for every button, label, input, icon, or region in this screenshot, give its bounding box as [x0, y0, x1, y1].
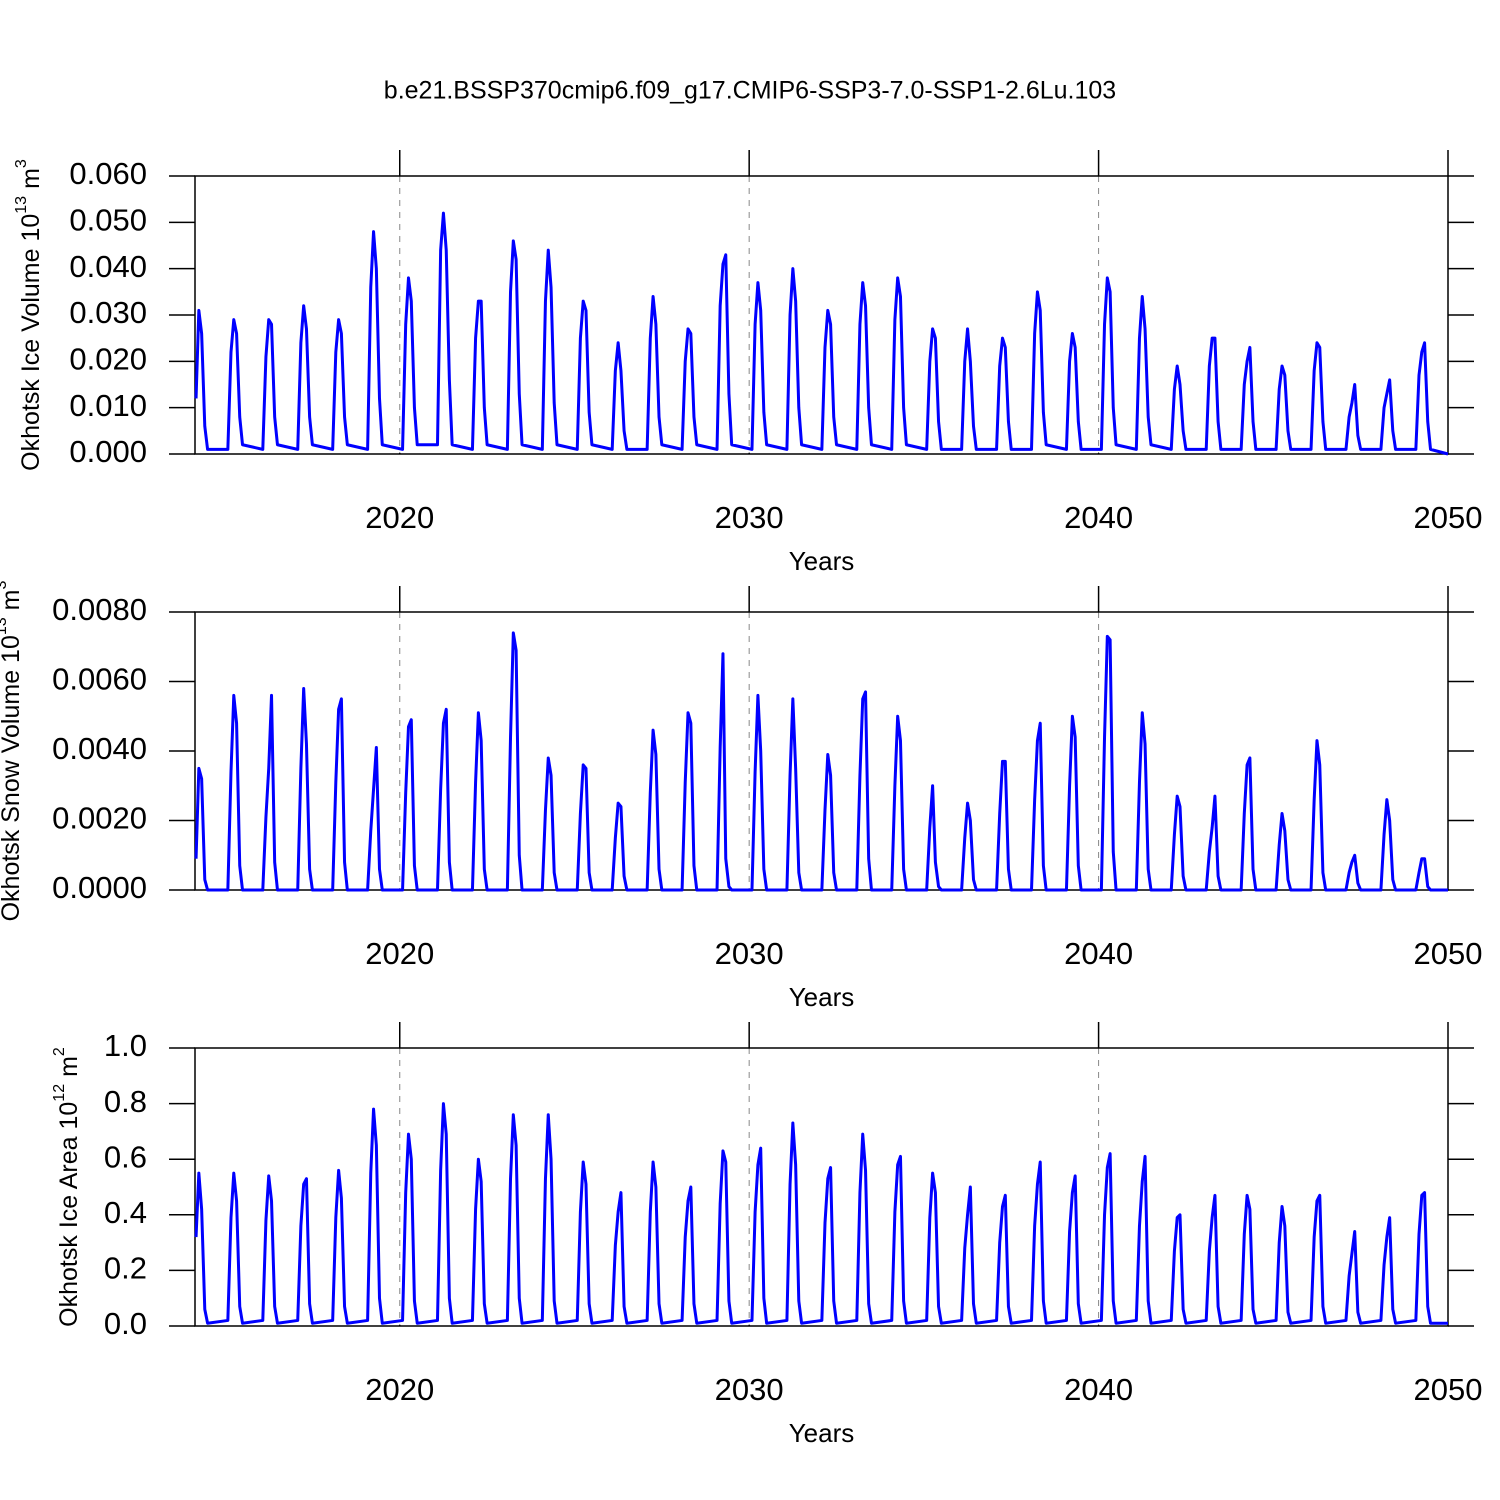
plot-frame [194, 1047, 1449, 1327]
plot-frame [194, 175, 1449, 455]
y-axis-label-exponent: 2 [51, 1047, 68, 1056]
y-tick-label: 0.6 [104, 1139, 147, 1174]
y-axis-label-exponent: 12 [51, 1084, 68, 1102]
x-axis-label: Years [789, 546, 855, 576]
y-axis-label: Okhotsk Ice Volume 1013 m3 [13, 159, 44, 471]
y-axis-label-exponent: 13 [13, 196, 30, 214]
x-axis-label: Years [789, 982, 855, 1012]
y-tick-label: 0.2 [104, 1251, 147, 1286]
x-axis-label: Years [789, 1418, 855, 1448]
data-line [194, 211, 1449, 456]
y-tick-label: 0.0020 [52, 801, 147, 836]
y-tick-label: 0.050 [69, 203, 147, 238]
y-tick-label: 0.0 [104, 1306, 147, 1341]
y-axis-label-part: Okhotsk Snow Volume 10 [0, 635, 25, 921]
x-tick-label: 2020 [365, 1372, 434, 1407]
y-tick-label: 0.060 [69, 156, 147, 191]
y-axis-label-exponent: 3 [0, 581, 10, 590]
y-axis-label-part: Okhotsk Ice Volume 10 [17, 214, 45, 471]
y-axis-label-exponent: 13 [0, 617, 10, 635]
chart-title: b.e21.BSSP370cmip6.f09_g17.CMIP6-SSP3-7.… [384, 77, 1116, 105]
x-tick-label: 2030 [715, 500, 784, 535]
x-tick-label: 2020 [365, 500, 434, 535]
y-tick-label: 1.0 [104, 1028, 147, 1063]
y-axis-label-part: m [0, 590, 25, 611]
x-tick-label: 2020 [365, 936, 434, 971]
y-axis-label-part: m [17, 168, 45, 189]
x-tick-label: 2040 [1064, 500, 1133, 535]
x-tick-label: 2030 [715, 936, 784, 971]
y-tick-label: 0.0080 [52, 592, 147, 627]
y-axis-label-part: Okhotsk Ice Area 10 [55, 1102, 83, 1327]
x-tick-label: 2050 [1414, 500, 1483, 535]
x-tick-label: 2040 [1064, 1372, 1133, 1407]
y-tick-label: 0.0060 [52, 662, 147, 697]
y-tick-label: 0.010 [69, 388, 147, 423]
y-tick-label: 0.040 [69, 249, 147, 284]
x-tick-label: 2030 [715, 1372, 784, 1407]
y-axis-label-exponent: 3 [13, 159, 30, 168]
x-tick-label: 2050 [1414, 936, 1483, 971]
x-tick-label: 2050 [1414, 1372, 1483, 1407]
y-tick-label: 0.0000 [52, 870, 147, 905]
y-axis-label-part: m [55, 1056, 83, 1077]
y-axis-label: Okhotsk Ice Area 1012 m2 [51, 1047, 82, 1327]
y-tick-label: 0.020 [69, 342, 147, 377]
y-tick-label: 0.000 [69, 434, 147, 469]
y-tick-label: 0.030 [69, 295, 147, 330]
y-tick-label: 0.8 [104, 1084, 147, 1119]
y-tick-label: 0.0040 [52, 731, 147, 766]
y-axis-label: Okhotsk Snow Volume 1013 m3 [0, 581, 25, 922]
data-line [194, 1102, 1448, 1325]
data-line [194, 631, 1448, 892]
x-tick-label: 2040 [1064, 936, 1133, 971]
y-tick-label: 0.4 [104, 1195, 147, 1230]
